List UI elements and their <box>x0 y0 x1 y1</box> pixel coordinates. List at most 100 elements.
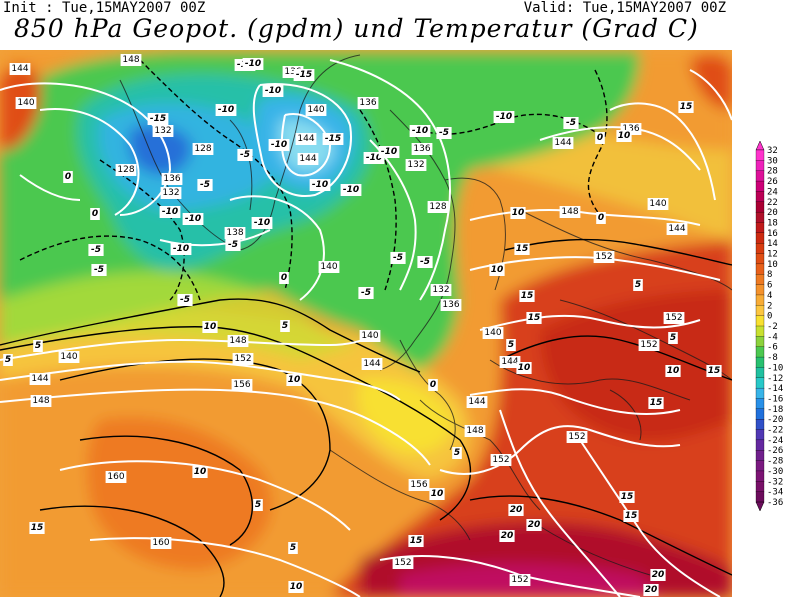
geopotential-label-background <box>160 187 182 199</box>
color-scale-label: -26 <box>767 446 783 456</box>
color-scale-label: -10 <box>767 363 783 373</box>
temperature-label-text: 15 <box>31 523 44 533</box>
geopotential-label-background <box>482 327 504 339</box>
temperature-label-background <box>452 447 462 459</box>
color-scale-swatch <box>755 377 765 389</box>
geopotential-label-text: 136 <box>284 67 301 77</box>
geopotential-label-background <box>161 173 183 185</box>
temperature-label-background <box>650 569 666 581</box>
temperature-label-text: 15 <box>410 536 423 546</box>
color-scale-label: 0 <box>767 312 772 322</box>
color-scale-labels: 32302826242220181614121086420-2-4-6-8-10… <box>767 146 783 508</box>
geopotential-label-background <box>192 143 214 155</box>
geopotential-label-background <box>666 223 688 235</box>
temperature-label-text: -10 <box>381 147 397 157</box>
temperature-label-text: -5 <box>240 150 250 160</box>
temperature-label-background <box>88 244 104 256</box>
temperature-label-text: -10 <box>265 86 281 96</box>
temperature-label-text: 0 <box>430 380 436 390</box>
temperature-label-text: -10 <box>312 180 328 190</box>
temperature-label-background <box>202 321 218 333</box>
color-scale-label: 26 <box>767 177 778 187</box>
geopotential-label-background <box>405 159 427 171</box>
color-scale-swatch <box>755 274 765 286</box>
temperature-label: 5 <box>452 447 462 459</box>
color-scale-swatch <box>755 294 765 306</box>
temperature-label-background <box>288 581 304 593</box>
color-scale-label: 16 <box>767 229 778 239</box>
temperature-label-background <box>619 491 635 503</box>
geopotential-label: 132 <box>405 159 427 171</box>
temperature-label-background <box>170 243 192 255</box>
temperature-label: -15 <box>147 113 169 125</box>
geopotential-label-background <box>224 227 246 239</box>
temperature-label-background <box>309 179 331 191</box>
color-scale-label: 18 <box>767 218 778 228</box>
temperature-label-text: 15 <box>621 492 634 502</box>
temperature-label-background <box>182 213 204 225</box>
temperature-label: -10 <box>309 179 331 191</box>
temperature-label: 15 <box>519 290 535 302</box>
geopotential-label: 144 <box>466 396 488 408</box>
temperature-label-text: -10 <box>218 105 234 115</box>
geopotential-label: 132 <box>430 284 452 296</box>
color-scale-swatch <box>755 460 765 472</box>
temperature-label: 5 <box>33 340 43 352</box>
geopotential-isolines <box>0 59 732 597</box>
color-scale-label: -4 <box>767 332 778 342</box>
temperature-label-background <box>177 294 193 306</box>
geopotential-label-text: 132 <box>154 126 171 136</box>
temperature-label-text: 5 <box>454 448 460 458</box>
color-scale-swatch <box>755 232 765 244</box>
color-scale-swatch <box>755 429 765 441</box>
geopotential-label-text: 144 <box>554 138 571 148</box>
geopotential-label: 156 <box>408 479 430 491</box>
geopotential-label-text: 128 <box>194 144 211 154</box>
geopotential-label-background <box>30 395 52 407</box>
color-scale-legend: 32302826242220181614121086420-2-4-6-8-10… <box>755 140 783 512</box>
temperature-label-text: 0 <box>92 209 98 219</box>
geopotential-label-text: 152 <box>492 455 509 465</box>
color-scale-label: 28 <box>767 167 778 177</box>
temperature-label-text: 5 <box>282 321 288 331</box>
geopotential-label-background <box>566 431 588 443</box>
temperature-label-background <box>251 217 273 229</box>
geopotential-label-background <box>440 299 462 311</box>
temperature-label-background <box>643 584 659 596</box>
color-scale-swatch <box>755 336 765 348</box>
geopotential-label-text: 136 <box>359 98 376 108</box>
geopotential-label-text: 160 <box>152 538 169 548</box>
geopotential-label-text: 144 <box>468 397 485 407</box>
temperature-label-text: 20 <box>652 570 665 580</box>
temperature-label: -10 <box>170 243 192 255</box>
temperature-label-background <box>436 127 452 139</box>
color-scale-swatches <box>755 140 765 512</box>
temperature-label-background <box>293 69 315 81</box>
temperature-label-background <box>429 488 445 500</box>
geopotential-label-background <box>318 261 340 273</box>
temperature-label: 15 <box>619 491 635 503</box>
geopotential-label: 148 <box>464 425 486 437</box>
temperature-label: -5 <box>436 127 452 139</box>
color-scale-swatch <box>755 387 765 400</box>
temperature-label: 15 <box>408 535 424 547</box>
temperature-label: 15 <box>678 101 694 113</box>
geopotential-label: 148 <box>30 395 52 407</box>
temperature-label-text: -10 <box>245 59 261 69</box>
temperature-label-text: -10 <box>271 140 287 150</box>
color-scale-swatch <box>755 408 765 420</box>
geopotential-label-background <box>29 373 51 385</box>
geopotential-label-background <box>466 396 488 408</box>
geopotential-label: 148 <box>559 206 581 218</box>
color-scale-swatch <box>755 201 765 213</box>
geopotential-label-text: 132 <box>407 160 424 170</box>
color-scale-label: -2 <box>767 322 778 332</box>
color-scale-swatch <box>755 243 765 255</box>
temperature-label: 10 <box>516 362 532 374</box>
temperature-label-text: 5 <box>35 341 41 351</box>
temperature-label: -10 <box>340 184 362 196</box>
temperature-label: -5 <box>91 264 107 276</box>
temperature-label: -10 <box>251 217 273 229</box>
geopotential-label-background <box>227 335 249 347</box>
geopotential-label-text: 148 <box>229 336 246 346</box>
